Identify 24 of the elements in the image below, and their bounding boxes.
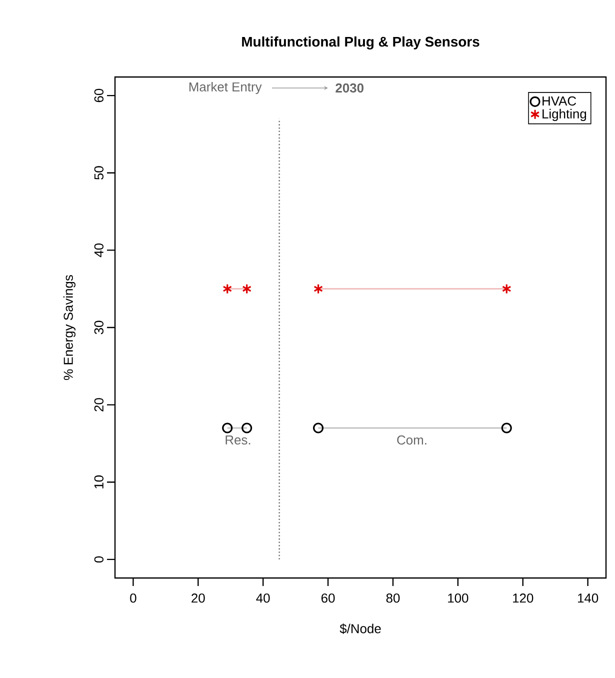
annotation: Com. [397, 435, 426, 445]
x-tick-label: 60 [321, 594, 335, 603]
y-tick-label: 40 [94, 243, 104, 258]
x-tick-label: 20 [192, 594, 205, 603]
legend-label: HVAC [542, 96, 576, 106]
y-tick-label: 60 [94, 88, 104, 102]
y-tick-label: 50 [94, 166, 104, 180]
y-tick-label: 20 [94, 398, 104, 412]
x-tick-label: 140 [578, 594, 598, 603]
x-tick-label: 0 [130, 594, 136, 603]
annotation: Res. [226, 435, 250, 445]
x-axis-title: $/Node [340, 624, 381, 634]
x-tick-label: 100 [448, 594, 468, 603]
annotation: Market Entry [189, 82, 262, 94]
y-axis-title: % Energy Savings [63, 275, 76, 380]
x-tick-label: 40 [256, 594, 270, 603]
chart-title: Multifunctional Plug & Play Sensors [242, 36, 480, 50]
y-tick-label: 0 [94, 556, 104, 563]
x-tick-label: 80 [386, 594, 400, 603]
annotation: 2030 [336, 83, 364, 93]
x-tick-label: 120 [513, 594, 534, 603]
y-tick-label: 10 [94, 475, 104, 488]
legend-label: Lighting [542, 108, 586, 122]
y-tick-label: 30 [94, 320, 104, 334]
